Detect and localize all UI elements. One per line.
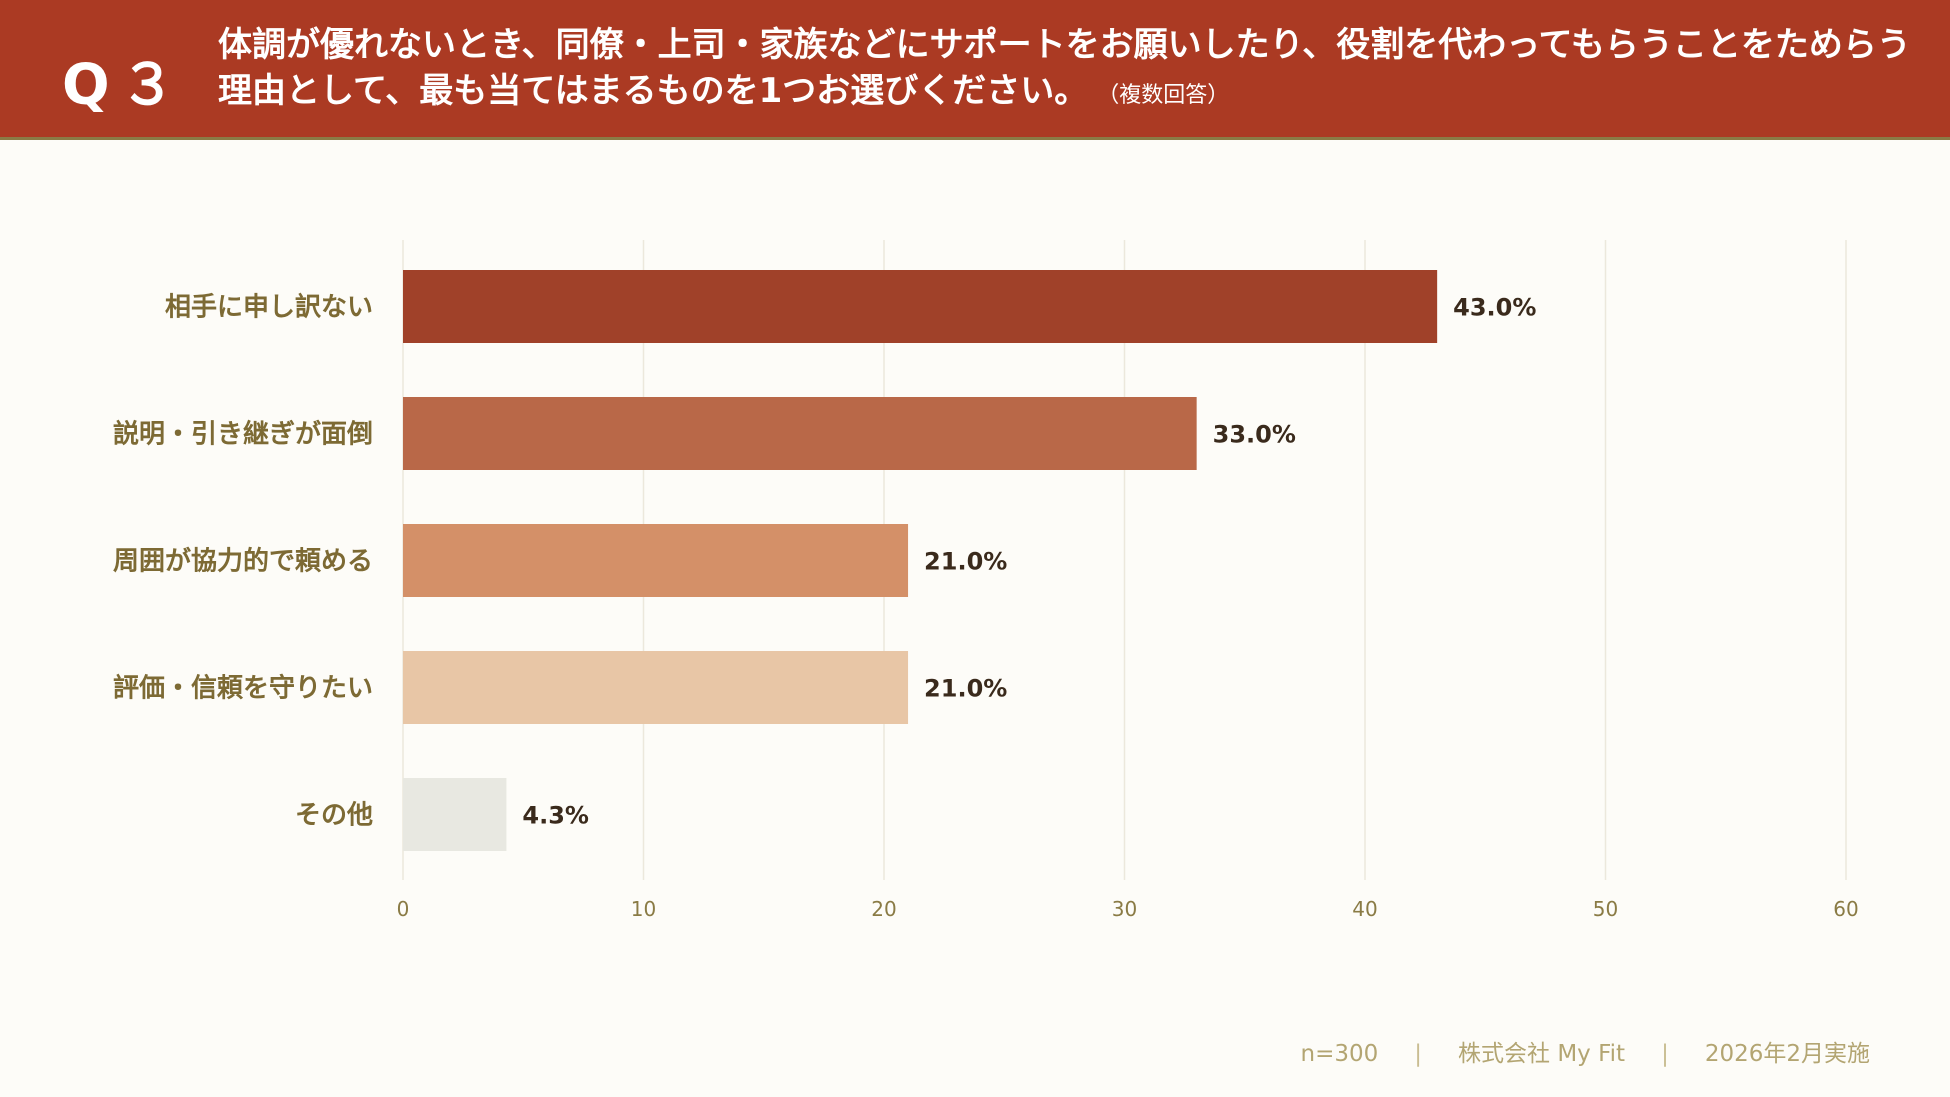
question-number: Q３ [62, 53, 186, 118]
bar-4 [403, 651, 909, 724]
x-tick-label: 50 [1593, 897, 1618, 921]
question-note: （複数回答） [1108, 83, 1230, 108]
bar-2 [403, 397, 1197, 470]
bar-1 [403, 270, 1438, 343]
sample-size: n=300 [1300, 1041, 1379, 1067]
bar-3 [403, 524, 909, 597]
x-tick-label: 30 [1112, 897, 1137, 921]
company-name: 株式会社 My Fit [1458, 1041, 1626, 1067]
value-label: 4.3% [522, 802, 589, 830]
x-tick-label: 40 [1352, 897, 1377, 921]
value-label: 21.0% [924, 675, 1007, 703]
category-label: 相手に申し訳ない [165, 292, 373, 323]
survey-date: 2026年2月実施 [1704, 1041, 1870, 1067]
bar-5 [403, 778, 507, 851]
footer-separator: | [1414, 1041, 1423, 1067]
category-label: 評価・信頼を守りたい [113, 673, 373, 704]
question-header: Q３ 体調が優れないとき、同僚・上司・家族などにサポートをお願いしたり、役割を代… [0, 0, 1950, 140]
footer-separator: | [1661, 1041, 1669, 1067]
question-text: 体調が優れないとき、同僚・上司・家族などにサポートをお願いしたり、役割を代わって… [218, 25, 1911, 111]
value-label: 43.0% [1453, 294, 1536, 322]
x-tick-label: 10 [631, 897, 656, 921]
category-label: 周囲が協力的で頼める [113, 546, 373, 577]
footer: n=300 | 株式会社 My Fit | 2026年2月実施 [1301, 1034, 1870, 1068]
question-text-block: 体調が優れないとき、同僚・上司・家族などにサポートをお願いしたり、役割を代わって… [218, 22, 1918, 119]
value-label: 21.0% [924, 548, 1007, 576]
x-tick-label: 20 [871, 897, 896, 921]
value-label: 33.0% [1213, 421, 1296, 449]
x-tick-label: 0 [397, 897, 410, 921]
x-tick-label: 60 [1833, 897, 1858, 921]
category-label: その他 [295, 801, 373, 831]
category-label: 説明・引き継ぎが面倒 [113, 419, 373, 450]
